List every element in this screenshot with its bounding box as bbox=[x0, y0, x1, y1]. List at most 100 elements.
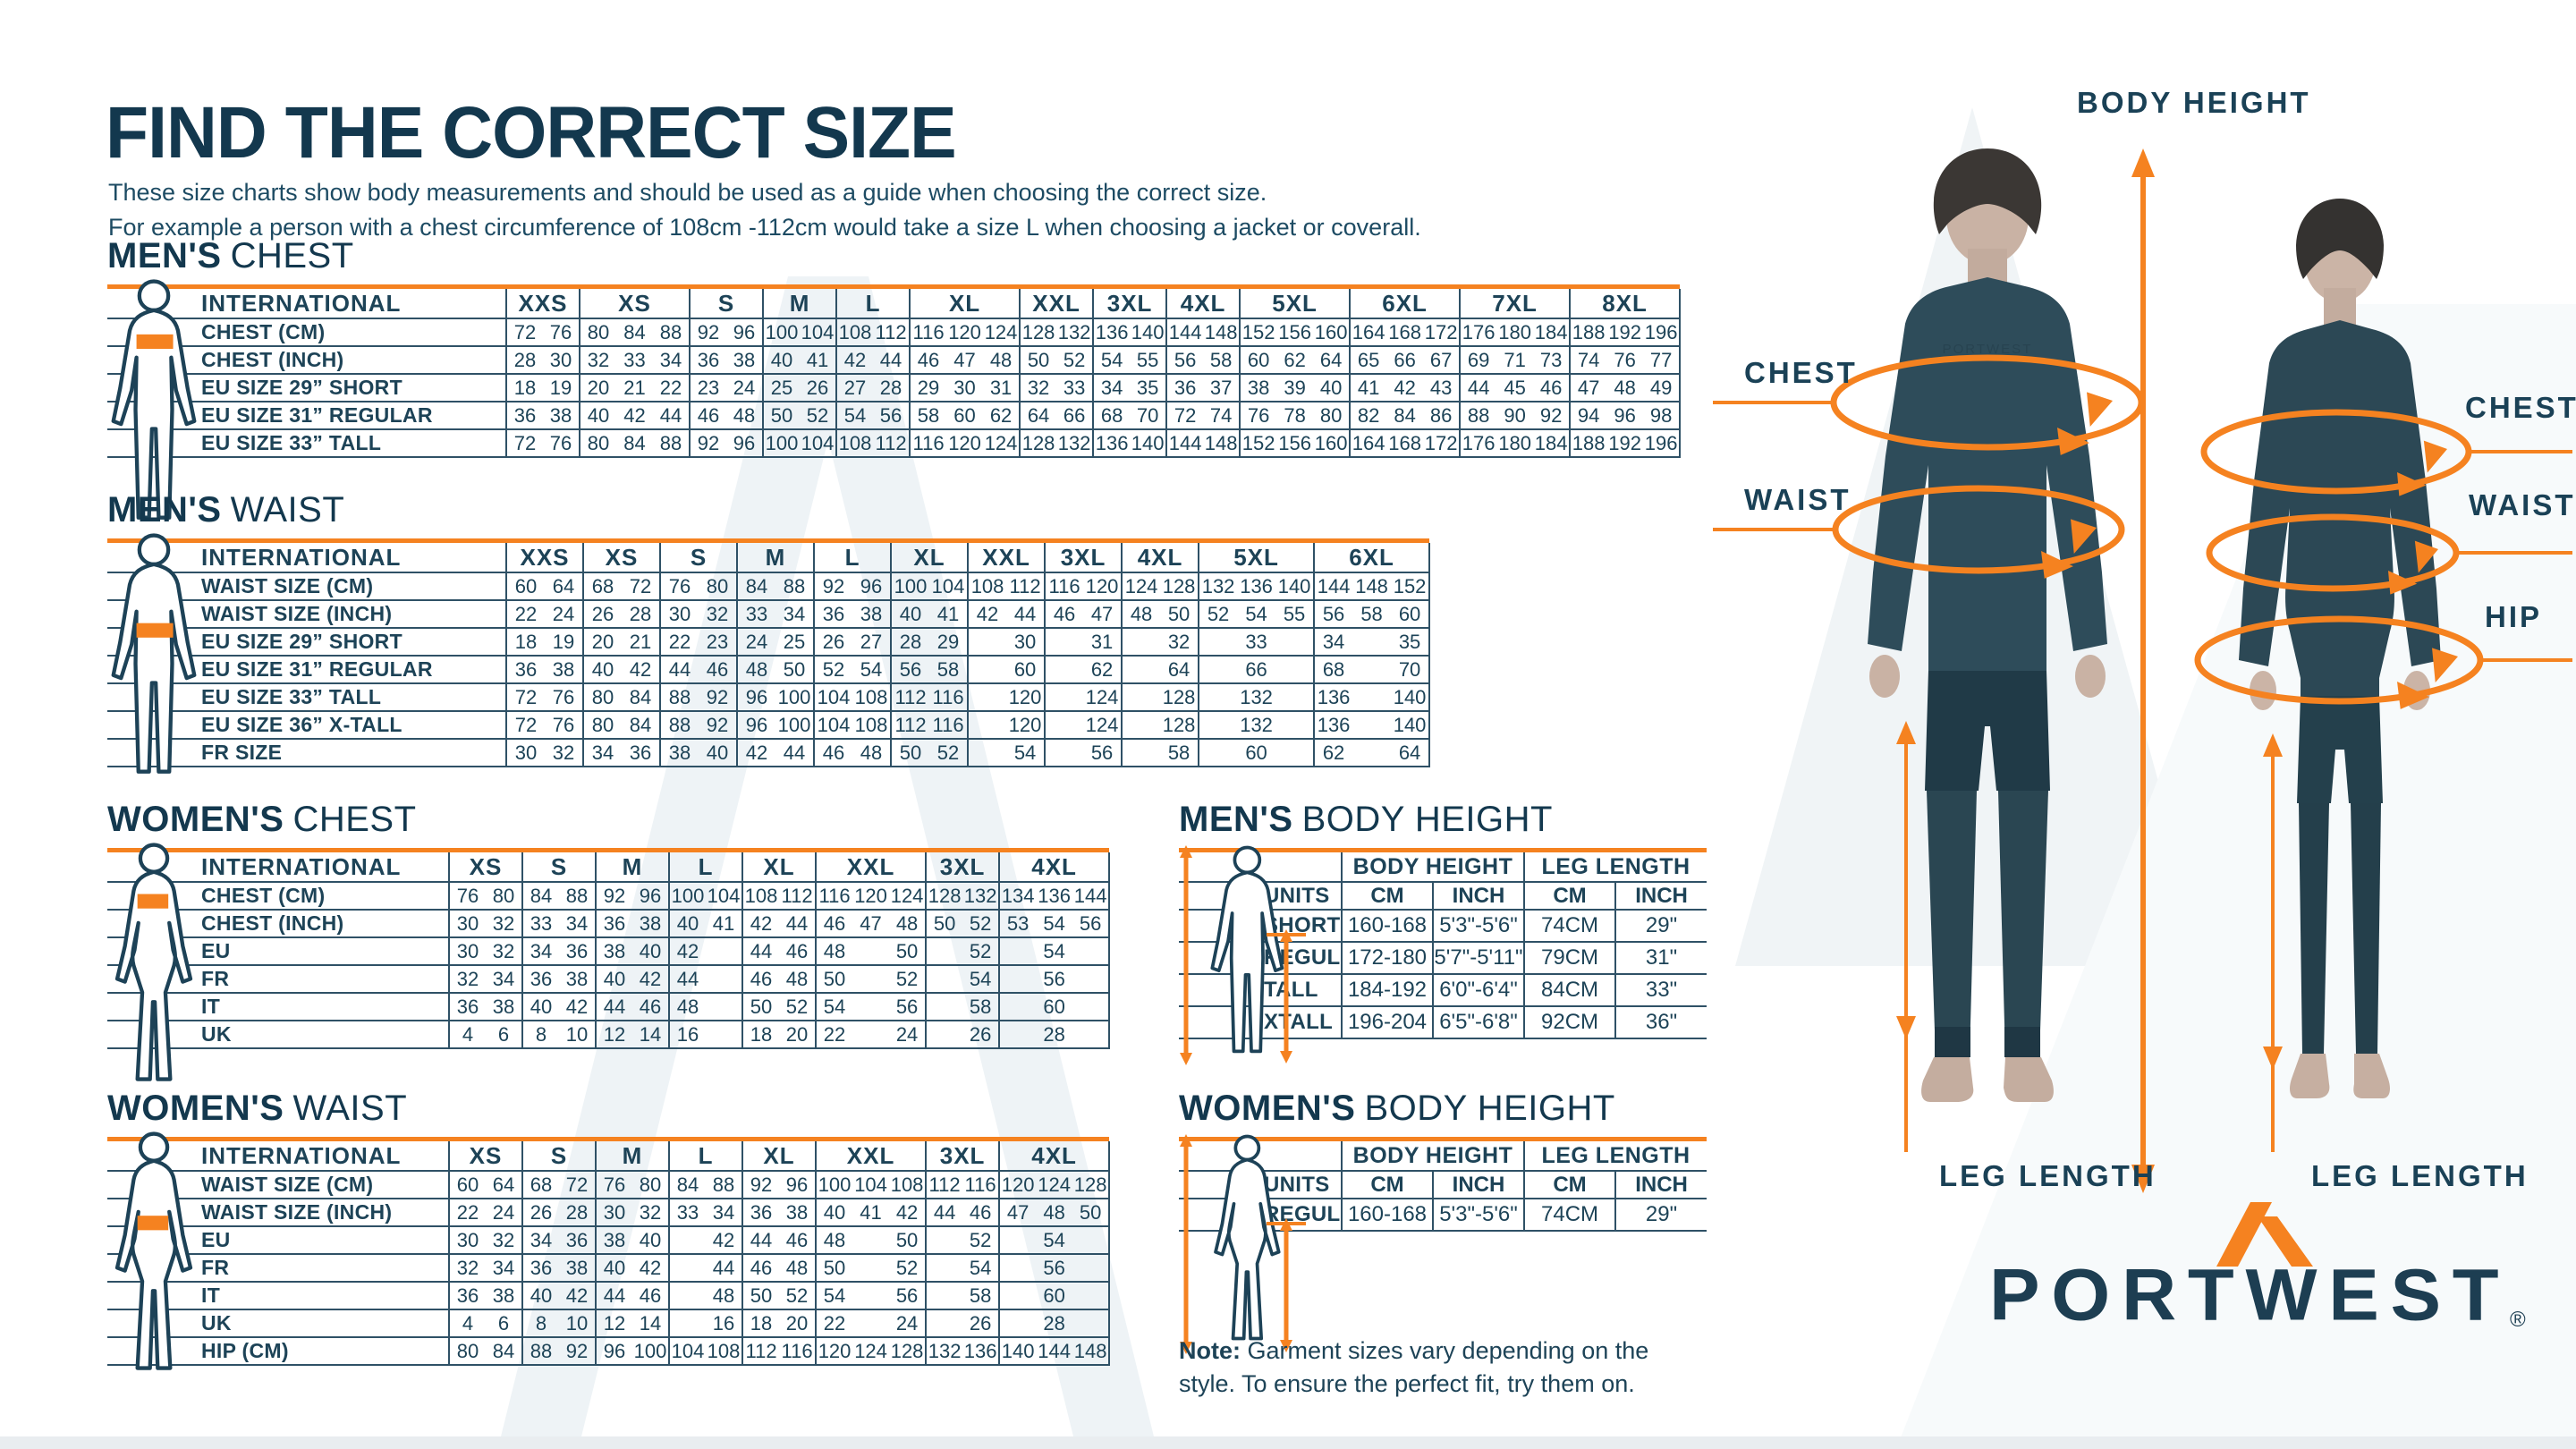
size-cell: 26 bbox=[813, 628, 853, 657]
size-cell: 48 bbox=[668, 993, 707, 1021]
size-cell: 44 bbox=[653, 402, 691, 430]
measurement-cell: 29" bbox=[1614, 910, 1707, 943]
size-cell bbox=[852, 1226, 890, 1255]
size-cell: 164 bbox=[1349, 429, 1387, 458]
size-cell: 128 bbox=[1019, 429, 1057, 458]
size-cell: 54 bbox=[815, 993, 853, 1021]
table-row: WAIST SIZE (INCH) 22 24 26 28 30 32 33 34 36 38 40 4… bbox=[107, 600, 1431, 629]
size-group-header: XXL bbox=[967, 543, 1046, 573]
size-cell: 188 bbox=[1569, 429, 1607, 458]
table-row: EU SIZE 33” TALL 72 76 80 84 88 92 96 100 104 108 1… bbox=[107, 429, 1682, 458]
size-cell: 108 bbox=[852, 683, 892, 712]
size-cell: 132 bbox=[1237, 711, 1276, 740]
size-cell: 46 bbox=[813, 739, 853, 767]
size-cell: 8 bbox=[521, 1309, 559, 1338]
size-cell: 44 bbox=[668, 965, 707, 994]
size-cell: 108 bbox=[835, 429, 874, 458]
size-cell: 36 bbox=[741, 1199, 780, 1227]
size-cell: 54 bbox=[1092, 346, 1131, 375]
size-cell: 48 bbox=[1036, 1199, 1073, 1227]
size-cell: 46 bbox=[779, 937, 817, 966]
size-group-header: 5XL bbox=[1239, 289, 1351, 319]
measurement-cell: 196-204 bbox=[1341, 1006, 1433, 1039]
size-group-header: L bbox=[835, 289, 911, 319]
t-womens-waist-grid: INTERNATIONAL XS S M L XL XXL 3XL 4XL WAIST SIZE … bbox=[107, 1141, 1111, 1366]
table-row: XTALL 196-204 6'5"-6'8" 92CM 36" bbox=[1179, 1006, 1707, 1039]
size-cell: 152 bbox=[1239, 429, 1277, 458]
size-group-header: 4XL bbox=[998, 1141, 1111, 1172]
size-cell: 64 bbox=[1160, 656, 1199, 684]
size-cell: 55 bbox=[1130, 346, 1167, 375]
t-mens-waist-grid: INTERNATIONAL XXS XS S M L XL XXL 3XL 4XL 5XL 6XL WA… bbox=[107, 543, 1431, 767]
size-cell: 88 bbox=[653, 429, 691, 458]
size-cell: 68 bbox=[521, 1171, 559, 1199]
size-cell: 20 bbox=[579, 374, 616, 402]
size-group-header: M bbox=[594, 1141, 670, 1172]
size-cell: 50 bbox=[1019, 346, 1057, 375]
size-cell: 62 bbox=[983, 402, 1021, 430]
size-cell: 36 bbox=[521, 965, 559, 994]
size-cell: 60 bbox=[448, 1171, 486, 1199]
size-cell: 46 bbox=[962, 1199, 1000, 1227]
size-cell bbox=[1044, 656, 1084, 684]
size-cell: 32 bbox=[486, 937, 522, 966]
size-cell: 23 bbox=[689, 374, 727, 402]
size-cell: 60 bbox=[1391, 600, 1431, 629]
unit-header: CM bbox=[1523, 882, 1616, 911]
size-cell bbox=[1275, 656, 1315, 684]
size-cell: 20 bbox=[779, 1021, 817, 1049]
size-cell: 56 bbox=[873, 402, 911, 430]
size-cell: 64 bbox=[486, 1171, 522, 1199]
size-cell: 38 bbox=[1239, 374, 1277, 402]
size-cell: 80 bbox=[579, 429, 616, 458]
measurement-cell: 5'7"-5'11" bbox=[1431, 942, 1525, 975]
size-cell: 80 bbox=[579, 318, 616, 347]
table-row: EU SIZE 31” REGULAR 36 38 40 42 44 46 48 50 52 54 5… bbox=[107, 656, 1431, 684]
size-cell: 124 bbox=[1083, 711, 1123, 740]
size-cell bbox=[925, 937, 963, 966]
size-cell: 76 bbox=[543, 318, 580, 347]
leg-length-arrow bbox=[1267, 929, 1306, 1063]
size-cell: 168 bbox=[1386, 318, 1424, 347]
leg-length-arrow bbox=[1267, 1218, 1306, 1352]
note-text: Note: Garment sizes vary depending on th… bbox=[1179, 1337, 1649, 1397]
size-cell: 32 bbox=[486, 1226, 522, 1255]
section-title-womens-chest: WOMEN'S CHEST bbox=[107, 800, 417, 839]
size-cell: 30 bbox=[659, 600, 699, 629]
size-cell: 128 bbox=[925, 882, 963, 911]
size-cell: 128 bbox=[1072, 1171, 1111, 1199]
size-cell: 132 bbox=[1056, 318, 1094, 347]
size-cell: 88 bbox=[653, 318, 691, 347]
size-cell: 48 bbox=[1121, 600, 1161, 629]
man-waist-ellipse bbox=[1713, 485, 2125, 579]
size-cell: 60 bbox=[998, 993, 1111, 1021]
size-cell: 144 bbox=[1165, 318, 1204, 347]
size-cell: 120 bbox=[1006, 683, 1046, 712]
size-cell: 58 bbox=[1160, 739, 1199, 767]
size-cell: 40 bbox=[632, 937, 670, 966]
size-cell: 36 bbox=[1165, 374, 1204, 402]
size-cell: 18 bbox=[505, 628, 545, 657]
size-cell: 48 bbox=[706, 1282, 743, 1310]
portwest-wordmark: PORTWEST bbox=[1989, 1254, 2511, 1335]
size-cell: 32 bbox=[579, 346, 616, 375]
size-cell: 92 bbox=[689, 318, 727, 347]
size-cell: 100 bbox=[762, 429, 801, 458]
size-cell bbox=[1198, 683, 1238, 712]
size-cell bbox=[706, 1021, 743, 1049]
size-cell bbox=[1198, 656, 1238, 684]
size-cell: 148 bbox=[1352, 572, 1392, 601]
size-cell: 100 bbox=[775, 683, 815, 712]
size-cell: 140 bbox=[1130, 429, 1167, 458]
size-cell: 94 bbox=[1569, 402, 1607, 430]
size-cell: 136 bbox=[1237, 572, 1276, 601]
table-row: CHEST (CM) 76 80 84 88 92 96 100 104 108 112 116 120… bbox=[107, 882, 1111, 911]
size-cell: 23 bbox=[699, 628, 737, 657]
size-cell: 104 bbox=[800, 318, 837, 347]
table-row: HIP (CM) 80 84 88 92 96 100 104 108 112 116 120 124 1… bbox=[107, 1337, 1111, 1366]
size-cell: 66 bbox=[1237, 656, 1276, 684]
size-cell: 84 bbox=[616, 429, 653, 458]
size-cell: 134 bbox=[998, 882, 1037, 911]
size-cell: 34 bbox=[653, 346, 691, 375]
size-cell: 34 bbox=[521, 937, 559, 966]
